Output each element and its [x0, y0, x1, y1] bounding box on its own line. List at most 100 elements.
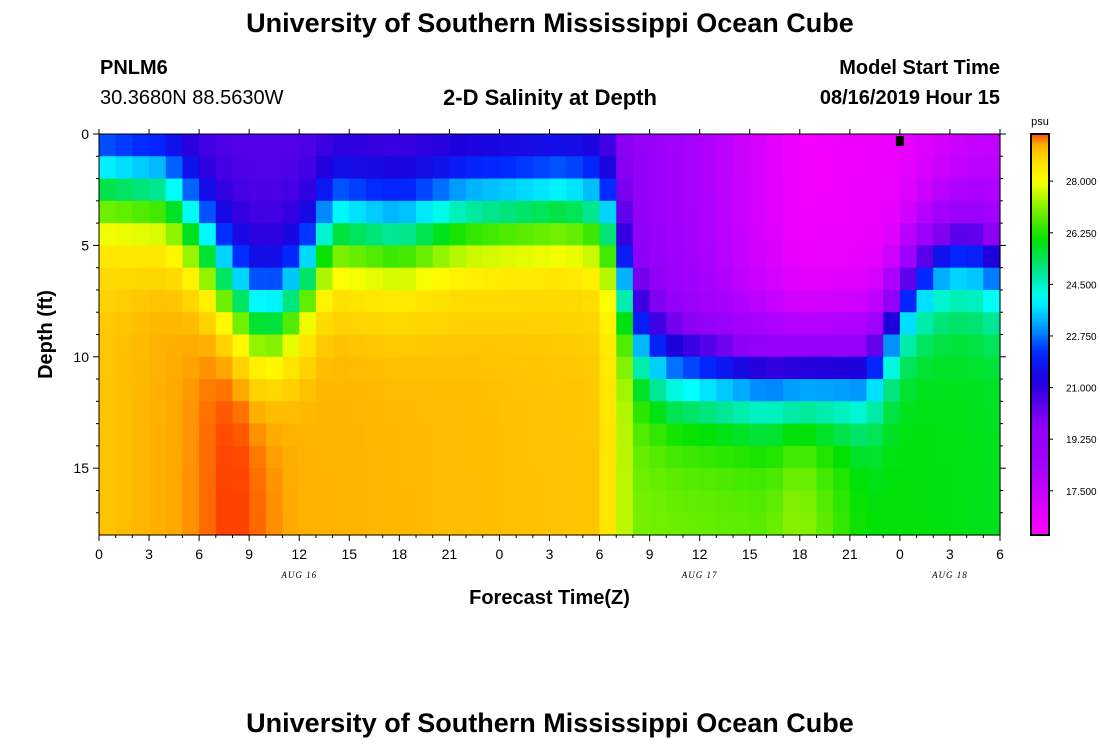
- heatmap-cell: [783, 312, 801, 336]
- heatmap-cell: [365, 512, 384, 536]
- heatmap-cell: [182, 245, 200, 269]
- heatmap-cell: [99, 223, 117, 246]
- heatmap-cell: [516, 512, 534, 536]
- heatmap-cell: [649, 356, 667, 380]
- heatmap-cell: [949, 245, 968, 269]
- heatmap-cell: [299, 178, 317, 202]
- heatmap-cell: [115, 490, 133, 514]
- heatmap-cell: [265, 423, 284, 447]
- heatmap-cell: [716, 312, 734, 336]
- heatmap-cell: [182, 156, 200, 180]
- heatmap-cell: [432, 223, 450, 246]
- heatmap-cell: [265, 468, 284, 492]
- heatmap-cell: [499, 178, 517, 202]
- heatmap-cell: [432, 267, 450, 291]
- heatmap-cell: [466, 267, 484, 291]
- heatmap-cell: [315, 468, 334, 492]
- heatmap-cell: [966, 356, 984, 380]
- heatmap-cell: [132, 423, 150, 447]
- x-tick-label: 15: [742, 546, 758, 562]
- heatmap-cell: [199, 401, 217, 425]
- heatmap-cell: [716, 178, 734, 202]
- heatmap-cell: [516, 379, 534, 402]
- heatmap-cell: [799, 156, 818, 180]
- heatmap-cell: [949, 445, 968, 469]
- heatmap-cell: [833, 445, 851, 469]
- heatmap-cell: [199, 512, 217, 536]
- heatmap-cell: [833, 289, 851, 313]
- heatmap-cell: [299, 156, 317, 180]
- heatmap-cell: [566, 178, 584, 202]
- heatmap-cell: [499, 401, 517, 425]
- heatmap-cell: [549, 223, 567, 246]
- heatmap-cell: [99, 490, 117, 514]
- heatmap-cell: [115, 445, 133, 469]
- heatmap-cell: [582, 490, 601, 514]
- heatmap-cell: [265, 334, 284, 358]
- heatmap-cell: [466, 289, 484, 313]
- heatmap-cell: [549, 312, 567, 336]
- heatmap-cell: [132, 445, 150, 469]
- heatmap-cell: [199, 245, 217, 269]
- heatmap-cell: [599, 445, 617, 469]
- heatmap-cell: [682, 512, 701, 536]
- heatmap-cell: [232, 512, 250, 536]
- heatmap-cell: [949, 356, 968, 380]
- heatmap-cell: [215, 512, 234, 536]
- heatmap-cell: [282, 334, 300, 358]
- heatmap-cell: [466, 490, 484, 514]
- heatmap-cell: [816, 312, 834, 336]
- heatmap-cell: [382, 134, 400, 157]
- heatmap-cell: [582, 156, 601, 180]
- heatmap-cell: [632, 267, 651, 291]
- heatmap-cell: [816, 178, 834, 202]
- heatmap-cell: [215, 156, 234, 180]
- station-coordinates: 30.3680N 88.5630W: [100, 87, 284, 109]
- heatmap-cell: [966, 267, 984, 291]
- heatmap-cell: [883, 423, 901, 447]
- heatmap-cell: [149, 245, 167, 269]
- heatmap-cell: [182, 445, 200, 469]
- heatmap-cell: [983, 245, 1001, 269]
- heatmap-cell: [99, 468, 117, 492]
- heatmap-cell: [666, 267, 684, 291]
- heatmap-cell: [532, 512, 551, 536]
- heatmap-cell: [566, 512, 584, 536]
- heatmap-cell: [99, 178, 117, 202]
- heatmap-cell: [699, 200, 717, 224]
- heatmap-cell: [416, 312, 434, 336]
- heatmap-cell: [866, 490, 884, 514]
- heatmap-cell: [399, 379, 417, 402]
- heatmap-cell: [299, 267, 317, 291]
- heatmap-cell: [866, 178, 884, 202]
- heatmap-cell: [983, 379, 1001, 402]
- x-tick-label: 18: [392, 546, 408, 562]
- heatmap-cell: [399, 423, 417, 447]
- heatmap-cell: [616, 468, 634, 492]
- heatmap-cell: [916, 512, 934, 536]
- heatmap-cell: [966, 445, 984, 469]
- heatmap-cell: [799, 468, 818, 492]
- heatmap-cell: [516, 267, 534, 291]
- heatmap-cell: [899, 445, 918, 469]
- heatmap-cell: [532, 468, 551, 492]
- heatmap-cell: [182, 490, 200, 514]
- heatmap-cell: [799, 178, 818, 202]
- heatmap-cell: [899, 468, 918, 492]
- heatmap-cell: [883, 267, 901, 291]
- heatmap-cell: [399, 401, 417, 425]
- heatmap-cell: [299, 468, 317, 492]
- heatmap-cell: [632, 134, 651, 157]
- heatmap-cell: [799, 223, 818, 246]
- heatmap-cell: [382, 156, 400, 180]
- heatmap-cell: [849, 334, 868, 358]
- heatmap-cell: [616, 223, 634, 246]
- heatmap-cell: [616, 490, 634, 514]
- heatmap-cell: [265, 200, 284, 224]
- y-tick-label: 0: [81, 126, 89, 142]
- heatmap-cell: [532, 423, 551, 447]
- heatmap-cell: [149, 468, 167, 492]
- heatmap-cell: [466, 401, 484, 425]
- heatmap-cell: [599, 289, 617, 313]
- heatmap-cell: [799, 379, 818, 402]
